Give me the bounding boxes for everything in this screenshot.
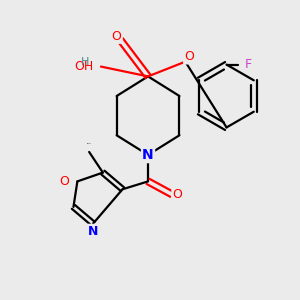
Text: N: N xyxy=(88,225,98,238)
Text: O: O xyxy=(60,175,70,188)
Text: O: O xyxy=(172,188,182,201)
Text: methyl: methyl xyxy=(87,143,92,144)
Text: OH: OH xyxy=(74,60,93,73)
Text: O: O xyxy=(184,50,194,63)
Text: N: N xyxy=(142,148,154,162)
Text: H: H xyxy=(81,57,89,67)
Text: F: F xyxy=(244,58,252,71)
Text: O: O xyxy=(112,30,122,43)
